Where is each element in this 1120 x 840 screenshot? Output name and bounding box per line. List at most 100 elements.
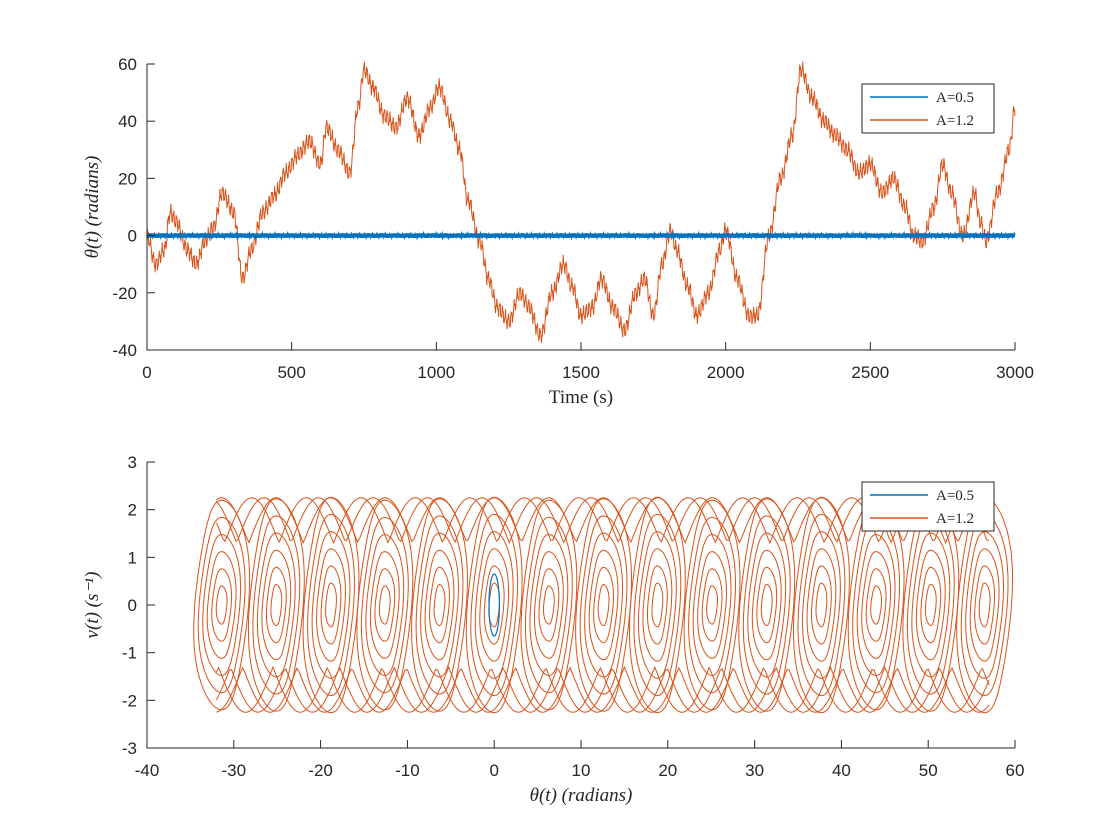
phase-loop (965, 531, 1004, 679)
phase-loop (534, 551, 564, 659)
x-tick-label: 10 (572, 761, 591, 780)
phase-loop (911, 532, 951, 678)
phase-loop (325, 582, 337, 628)
phase-loop (751, 549, 782, 661)
phase-loop (906, 515, 955, 695)
phase-portrait-y-axis-label: v(t) (s⁻¹) (82, 572, 103, 639)
phase-loop (579, 515, 628, 695)
x-tick-label: 0 (142, 363, 151, 382)
phase-portrait-legend: A=0.5 A=1.2 (861, 481, 995, 532)
x-tick-label: 20 (658, 761, 677, 780)
phase-loop (865, 568, 887, 642)
phase-loop (651, 582, 664, 628)
phase-loop (697, 551, 728, 659)
phase-loop (429, 566, 450, 644)
x-tick-label: 1500 (562, 363, 600, 382)
phase-portrait-lines (193, 496, 1013, 714)
phase-portrait-legend-label-a05: A=0.5 (936, 488, 974, 504)
time-series-legend-label-a12: A=1.2 (936, 113, 974, 129)
time-series-legend-box (861, 83, 995, 134)
x-tick-label: -40 (135, 761, 160, 780)
phase-loop (369, 551, 400, 659)
time-series-lines (146, 61, 1016, 343)
phase-loop (638, 531, 677, 679)
phase-lobe (792, 496, 850, 714)
phase-loop (256, 532, 296, 678)
phase-loop (978, 582, 991, 628)
phase-lobe (465, 496, 523, 714)
x-tick-label: 0 (489, 761, 498, 780)
phase-running-trajectory (216, 497, 990, 545)
y-tick-label: 3 (128, 453, 137, 472)
phase-loop (474, 531, 514, 679)
y-tick-label: 2 (128, 501, 137, 520)
phase-lobe (302, 496, 360, 714)
phase-loop (415, 515, 464, 695)
phase-loop (633, 513, 682, 697)
phase-loop (211, 568, 233, 642)
phase-loop (760, 583, 773, 627)
x-tick-label: 2000 (707, 363, 745, 382)
phase-loop (307, 513, 355, 697)
x-tick-label: 500 (277, 363, 305, 382)
phase-loop (261, 549, 292, 661)
x-tick-label: -20 (308, 761, 333, 780)
phase-loop (525, 516, 573, 694)
phase-loop (360, 516, 409, 694)
series-line-a12 (146, 61, 1016, 343)
phase-loop (738, 498, 796, 712)
y-tick-label: 20 (118, 169, 137, 188)
phase-loop (960, 513, 1009, 697)
phase-loop (538, 568, 560, 642)
series-loop-a05 (488, 573, 500, 637)
phase-loop (797, 513, 846, 697)
phase-running-trajectory (215, 497, 990, 545)
phase-loop (701, 568, 723, 642)
phase-loop (747, 532, 787, 678)
phase-running-trajectory (215, 665, 990, 713)
y-tick-label: -40 (112, 341, 137, 360)
phase-loop (543, 585, 555, 625)
phase-running-trajectory (215, 665, 990, 713)
phase-loop (270, 583, 283, 627)
phase-loop (969, 548, 1000, 662)
phase-loop (593, 566, 615, 644)
phase-loop (252, 515, 301, 695)
y-tick-label: 0 (128, 596, 137, 615)
phase-loop (815, 582, 828, 628)
x-tick-label: 1000 (417, 363, 455, 382)
phase-loop (924, 583, 937, 627)
phase-loop (688, 516, 737, 694)
phase-loop (488, 582, 501, 628)
phase-loop (411, 498, 468, 712)
time-series-legend-label-a05: A=0.5 (936, 90, 974, 106)
phase-loop (801, 531, 841, 679)
phase-loop (756, 566, 778, 644)
phase-lobe (629, 496, 686, 714)
x-tick-label: 40 (832, 761, 851, 780)
phase-portrait-legend-label-a12: A=1.2 (936, 511, 974, 527)
phase-loop (311, 531, 351, 679)
phase-portrait-x-axis-label: θ(t) (radians) (530, 785, 633, 806)
time-series-plot: 0 500 1000 1500 2000 2500 3000 -40 -20 0 20 40 60 T… (82, 55, 1034, 408)
time-series-y-ticks: -40 -20 0 20 40 60 (112, 55, 155, 360)
phase-loop (629, 496, 686, 714)
phase-loop (265, 566, 287, 644)
phase-loop (692, 533, 732, 677)
x-tick-label: 2500 (851, 363, 889, 382)
phase-loop (470, 513, 519, 697)
phase-loop (861, 551, 891, 659)
phase-loop (529, 533, 569, 677)
y-tick-label: 1 (128, 548, 137, 567)
phase-loop (374, 568, 396, 642)
phase-loop (852, 516, 900, 694)
phase-lobe (956, 496, 1013, 714)
x-tick-label: 30 (745, 761, 764, 780)
phase-loop (706, 585, 718, 625)
phase-loop (742, 515, 791, 695)
y-tick-label: -20 (112, 284, 137, 303)
phase-loop (956, 496, 1013, 714)
phase-loop (856, 533, 896, 677)
y-tick-label: 0 (128, 227, 137, 246)
